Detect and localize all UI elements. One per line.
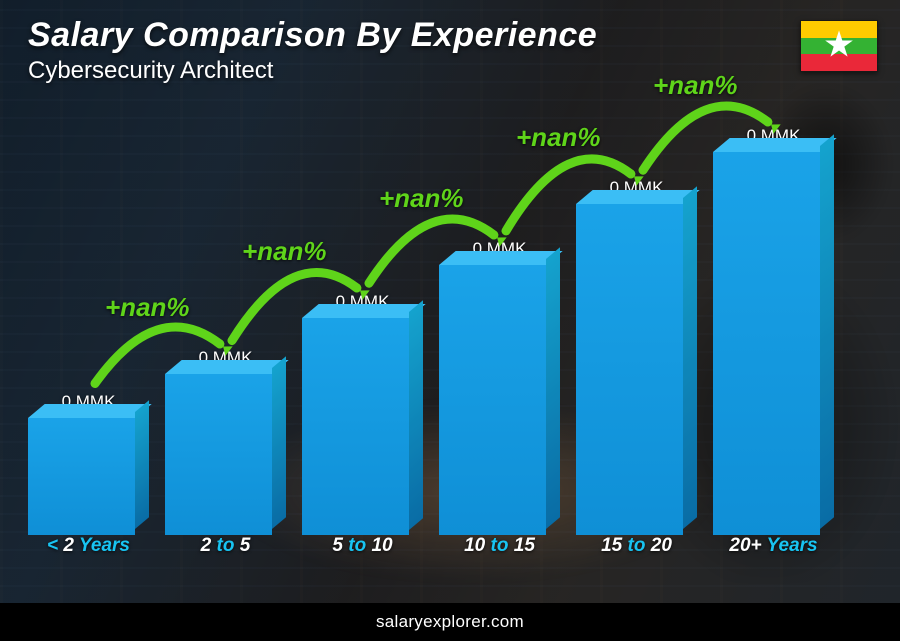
- x-tick-4: 15 to 20: [576, 535, 697, 563]
- flag-star-icon: ★: [823, 27, 855, 63]
- chart-subtitle: Cybersecurity Architect: [28, 57, 597, 85]
- bar-side-face: [820, 134, 834, 529]
- x-tick-3: 10 to 15: [439, 535, 560, 563]
- bar-side-face: [409, 300, 423, 529]
- chart-title: Salary Comparison By Experience: [28, 16, 597, 55]
- footer-text: salaryexplorer.com: [376, 612, 524, 632]
- x-tick-1: 2 to 5: [165, 535, 286, 563]
- country-flag: ★: [800, 20, 878, 72]
- bar-shape: [713, 152, 834, 535]
- growth-label-1: +nan%: [242, 236, 327, 267]
- title-block: Salary Comparison By Experience Cybersec…: [28, 16, 597, 85]
- footer-attribution: salaryexplorer.com: [0, 603, 900, 641]
- growth-arrow-icon: [613, 68, 798, 200]
- chart-stage: Salary Comparison By Experience Cybersec…: [0, 0, 900, 641]
- bar-shape: [28, 418, 149, 535]
- bar-chart: 0 MMK0 MMK0 MMK0 MMK0 MMK0 MMK < 2 Years…: [22, 100, 840, 563]
- bar-front-face: [28, 418, 135, 535]
- growth-label-4: +nan%: [653, 70, 738, 101]
- x-tick-0: < 2 Years: [28, 535, 149, 563]
- bar-side-face: [272, 356, 286, 529]
- bar-side-face: [135, 400, 149, 529]
- x-tick-5: 20+ Years: [713, 535, 834, 563]
- growth-label-3: +nan%: [516, 122, 601, 153]
- bar-side-face: [546, 248, 560, 529]
- x-axis: < 2 Years 2 to 5 5 to 10 10 to 15 15 to 20 20…: [22, 535, 840, 563]
- x-tick-2: 5 to 10: [302, 535, 423, 563]
- growth-label-2: +nan%: [379, 183, 464, 214]
- bar-side-face: [683, 187, 697, 529]
- bar-front-face: [713, 152, 820, 535]
- growth-label-0: +nan%: [105, 292, 190, 323]
